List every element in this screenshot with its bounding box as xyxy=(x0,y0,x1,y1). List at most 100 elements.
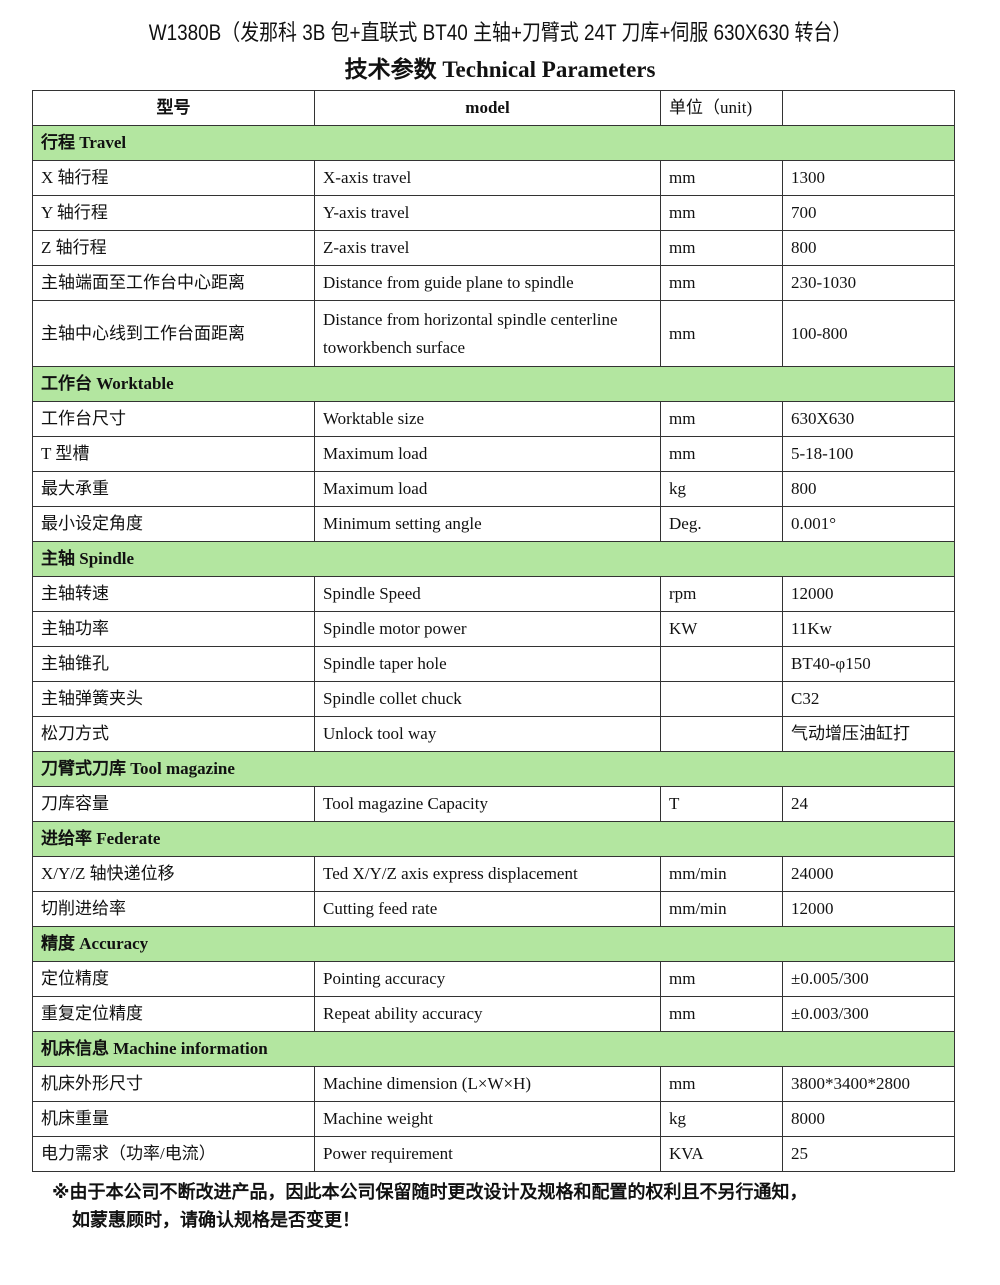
cell-en: Cutting feed rate xyxy=(314,891,661,927)
cell-unit: kg xyxy=(660,1101,783,1137)
cell-en: Distance from guide plane to spindle xyxy=(314,265,661,301)
cell-en: Z-axis travel xyxy=(314,230,661,266)
section-title: 精度 Accuracy xyxy=(32,926,955,962)
cell-cn: 主轴弹簧夹头 xyxy=(32,681,315,717)
table-row: T 型槽 Maximum load mm 5-18-100 xyxy=(32,436,955,472)
cell-en: Repeat ability accuracy xyxy=(314,996,661,1032)
section-header-row: 进给率 Federate xyxy=(32,821,955,857)
cell-cn: 切削进给率 xyxy=(32,891,315,927)
spec-table: 型号 model 单位（unit) 行程 Travel X 轴行程 X-axis t… xyxy=(32,90,955,1172)
cell-en: Maximum load xyxy=(314,471,661,507)
cell-cn: 松刀方式 xyxy=(32,716,315,752)
footnote: ※由于本公司不断改进产品，因此本公司保留随时更改设计及规格和配置的权利且不另行通… xyxy=(52,1178,992,1234)
cell-cn: T 型槽 xyxy=(32,436,315,472)
cell-cn: 定位精度 xyxy=(32,961,315,997)
cell-cn: 主轴转速 xyxy=(32,576,315,612)
cell-unit: kg xyxy=(660,471,783,507)
cell-en: Y-axis travel xyxy=(314,195,661,231)
cell-unit: mm xyxy=(660,265,783,301)
footnote-line: 如蒙惠顾时，请确认规格是否变更！ xyxy=(72,1210,360,1230)
table-row: 主轴中心线到工作台面距离 Distance from horizontal spi… xyxy=(32,300,955,367)
cell-unit: mm xyxy=(660,436,783,472)
section-title: 机床信息 Machine information xyxy=(32,1031,955,1067)
cell-value: 11Kw xyxy=(782,611,955,647)
header-cn: 型号 xyxy=(32,90,315,126)
cell-value: 800 xyxy=(782,230,955,266)
table-row: 电力需求（功率/电流） Power requirement KVA 25 xyxy=(32,1136,955,1172)
cell-cn: X/Y/Z 轴快递位移 xyxy=(32,856,315,892)
cell-value: 700 xyxy=(782,195,955,231)
cell-en: Spindle motor power xyxy=(314,611,661,647)
cell-cn: 工作台尺寸 xyxy=(32,401,315,437)
cell-unit: mm xyxy=(660,1066,783,1102)
table-row: X 轴行程 X-axis travel mm 1300 xyxy=(32,160,955,196)
header-unit: 单位（unit) xyxy=(660,90,783,126)
cell-en: Pointing accuracy xyxy=(314,961,661,997)
cell-unit xyxy=(660,681,783,717)
cell-unit: mm xyxy=(660,230,783,266)
cell-value: 24 xyxy=(782,786,955,822)
document-subtitle: 技术参数 Technical Parameters xyxy=(344,57,656,82)
cell-unit: mm xyxy=(660,195,783,231)
cell-value: 5-18-100 xyxy=(782,436,955,472)
section-header-row: 工作台 Worktable xyxy=(32,366,955,402)
header-value xyxy=(782,90,955,126)
cell-en: Tool magazine Capacity xyxy=(314,786,661,822)
cell-en: Ted X/Y/Z axis express displacement xyxy=(314,856,661,892)
cell-value: C32 xyxy=(782,681,955,717)
cell-en: Maximum load xyxy=(314,436,661,472)
cell-unit: mm xyxy=(660,996,783,1032)
cell-unit: mm xyxy=(660,160,783,196)
cell-en: Spindle Speed xyxy=(314,576,661,612)
cell-en: Spindle taper hole xyxy=(314,646,661,682)
table-row: 松刀方式 Unlock tool way 气动增压油缸打 xyxy=(32,716,955,752)
cell-value: ±0.005/300 xyxy=(782,961,955,997)
cell-unit: T xyxy=(660,786,783,822)
table-row: Z 轴行程 Z-axis travel mm 800 xyxy=(32,230,955,266)
cell-en: Spindle collet chuck xyxy=(314,681,661,717)
cell-unit: rpm xyxy=(660,576,783,612)
cell-cn: 电力需求（功率/电流） xyxy=(32,1136,315,1172)
cell-value: 12000 xyxy=(782,891,955,927)
cell-unit xyxy=(660,646,783,682)
table-row: 定位精度 Pointing accuracy mm ±0.005/300 xyxy=(32,961,955,997)
section-header-row: 主轴 Spindle xyxy=(32,541,955,577)
cell-en: Unlock tool way xyxy=(314,716,661,752)
section-header-row: 行程 Travel xyxy=(32,125,955,161)
cell-cn: 主轴中心线到工作台面距离 xyxy=(32,300,315,367)
table-row: 主轴端面至工作台中心距离 Distance from guide plane to… xyxy=(32,265,955,301)
spec-sheet: W1380B（发那科 3B 包+直联式 BT40 主轴+刀臂式 24T 刀库+伺… xyxy=(32,20,992,1234)
cell-value: 1300 xyxy=(782,160,955,196)
cell-value: 230-1030 xyxy=(782,265,955,301)
cell-en: X-axis travel xyxy=(314,160,661,196)
table-row: 切削进给率 Cutting feed rate mm/min 12000 xyxy=(32,891,955,927)
table-row: 重复定位精度 Repeat ability accuracy mm ±0.003/30… xyxy=(32,996,955,1032)
table-row: 最大承重 Maximum load kg 800 xyxy=(32,471,955,507)
table-row: 主轴功率 Spindle motor power KW 11Kw xyxy=(32,611,955,647)
cell-unit: mm/min xyxy=(660,891,783,927)
cell-cn: 最小设定角度 xyxy=(32,506,315,542)
table-row: 最小设定角度 Minimum setting angle Deg. 0.001° xyxy=(32,506,955,542)
cell-cn: 主轴端面至工作台中心距离 xyxy=(32,265,315,301)
cell-unit: mm xyxy=(660,961,783,997)
table-row: 机床外形尺寸 Machine dimension (L×W×H) mm 3800*34… xyxy=(32,1066,955,1102)
cell-en: Distance from horizontal spindle centerl… xyxy=(314,300,661,367)
cell-cn: 重复定位精度 xyxy=(32,996,315,1032)
section-title: 工作台 Worktable xyxy=(32,366,955,402)
table-row: 工作台尺寸 Worktable size mm 630X630 xyxy=(32,401,955,437)
table-row: 主轴弹簧夹头 Spindle collet chuck C32 xyxy=(32,681,955,717)
section-header-row: 刀臂式刀库 Tool magazine xyxy=(32,751,955,787)
cell-value: 3800*3400*2800 xyxy=(782,1066,955,1102)
table-row: 刀库容量 Tool magazine Capacity T 24 xyxy=(32,786,955,822)
cell-cn: Y 轴行程 xyxy=(32,195,315,231)
section-title: 主轴 Spindle xyxy=(32,541,955,577)
cell-en: Power requirement xyxy=(314,1136,661,1172)
cell-cn: 最大承重 xyxy=(32,471,315,507)
cell-value: 630X630 xyxy=(782,401,955,437)
cell-value: BT40-φ150 xyxy=(782,646,955,682)
footnote-line: ※由于本公司不断改进产品，因此本公司保留随时更改设计及规格和配置的权利且不另行通… xyxy=(52,1182,808,1202)
table-row: X/Y/Z 轴快递位移 Ted X/Y/Z axis express displa… xyxy=(32,856,955,892)
cell-value: 0.001° xyxy=(782,506,955,542)
table-row: 主轴转速 Spindle Speed rpm 12000 xyxy=(32,576,955,612)
cell-cn: 刀库容量 xyxy=(32,786,315,822)
